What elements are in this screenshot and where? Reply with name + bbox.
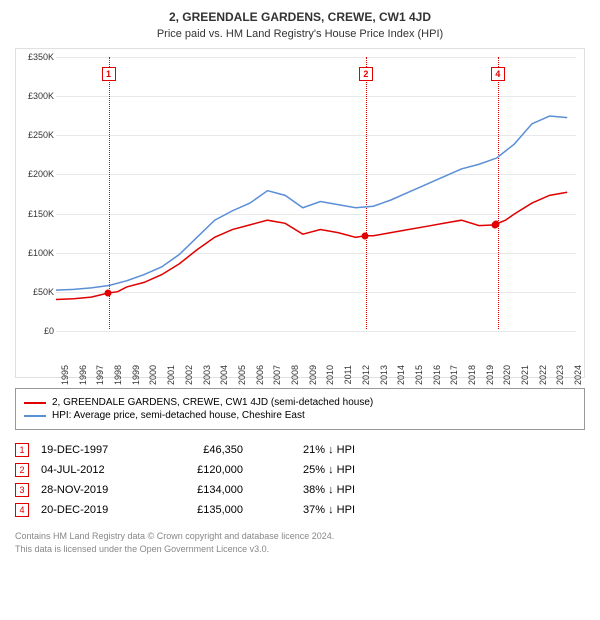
x-axis-label: 2005 (237, 365, 247, 411)
series-hpi (56, 116, 567, 290)
x-axis-label: 2012 (361, 365, 371, 411)
x-axis-label: 2020 (502, 365, 512, 411)
chart-title: 2, GREENDALE GARDENS, CREWE, CW1 4JD (15, 10, 585, 24)
sales-row: 1 19-DEC-1997 £46,350 21% ↓ HPI (15, 440, 585, 460)
gridline (56, 331, 576, 332)
x-axis-label: 2008 (290, 365, 300, 411)
sales-date: 28-NOV-2019 (41, 484, 141, 496)
legend-swatch (24, 402, 46, 404)
x-axis-label: 2001 (166, 365, 176, 411)
x-axis-label: 2022 (538, 365, 548, 411)
sale-dot (105, 289, 112, 296)
x-axis-label: 2013 (379, 365, 389, 411)
sales-table: 1 19-DEC-1997 £46,350 21% ↓ HPI 2 04-JUL-2012… (15, 440, 585, 520)
plot-region (56, 57, 576, 329)
x-axis-label: 2010 (325, 365, 335, 411)
footer: Contains HM Land Registry data © Crown c… (15, 530, 585, 555)
sales-price: £46,350 (153, 444, 243, 456)
y-axis-label: £350K (16, 52, 54, 62)
x-axis-label: 1997 (95, 365, 105, 411)
chart-area: £0£50K£100K£150K£200K£250K£300K£350K 124… (15, 48, 585, 378)
y-axis-label: £250K (16, 130, 54, 140)
x-axis-label: 1996 (78, 365, 88, 411)
x-axis-label: 2016 (432, 365, 442, 411)
x-axis-label: 1998 (113, 365, 123, 411)
sales-price: £135,000 (153, 504, 243, 516)
x-axis-label: 2002 (184, 365, 194, 411)
sales-pct: 38% ↓ HPI (255, 484, 355, 496)
footer-line1: Contains HM Land Registry data © Crown c… (15, 530, 585, 543)
x-axis-label: 1995 (60, 365, 70, 411)
legend-label: HPI: Average price, semi-detached house,… (52, 410, 305, 421)
y-axis-label: £150K (16, 209, 54, 219)
y-axis-label: £50K (16, 287, 54, 297)
sales-price: £134,000 (153, 484, 243, 496)
sales-date: 20-DEC-2019 (41, 504, 141, 516)
legend-swatch (24, 415, 46, 417)
sale-dot (493, 221, 500, 228)
y-axis-label: £100K (16, 248, 54, 258)
x-axis-label: 2017 (449, 365, 459, 411)
sales-marker: 1 (15, 443, 29, 457)
chart-subtitle: Price paid vs. HM Land Registry's House … (15, 28, 585, 40)
sales-pct: 37% ↓ HPI (255, 504, 355, 516)
y-axis-label: £200K (16, 169, 54, 179)
legend-item: HPI: Average price, semi-detached house,… (24, 410, 576, 421)
sales-marker: 3 (15, 483, 29, 497)
x-axis-label: 2004 (219, 365, 229, 411)
y-axis-label: £300K (16, 91, 54, 101)
x-axis-label: 2007 (272, 365, 282, 411)
x-axis-label: 2018 (467, 365, 477, 411)
x-axis-label: 2014 (396, 365, 406, 411)
sales-pct: 25% ↓ HPI (255, 464, 355, 476)
chart-container: 2, GREENDALE GARDENS, CREWE, CW1 4JD Pri… (0, 0, 600, 565)
sales-row: 4 20-DEC-2019 £135,000 37% ↓ HPI (15, 500, 585, 520)
x-axis-label: 2009 (308, 365, 318, 411)
sales-price: £120,000 (153, 464, 243, 476)
x-axis-label: 2023 (555, 365, 565, 411)
sales-row: 2 04-JUL-2012 £120,000 25% ↓ HPI (15, 460, 585, 480)
x-axis-label: 2024 (573, 365, 583, 411)
sales-marker: 2 (15, 463, 29, 477)
y-axis-label: £0 (16, 326, 54, 336)
x-axis-label: 1999 (131, 365, 141, 411)
sales-date: 04-JUL-2012 (41, 464, 141, 476)
x-axis-label: 2021 (520, 365, 530, 411)
x-axis-label: 2003 (202, 365, 212, 411)
sales-date: 19-DEC-1997 (41, 444, 141, 456)
sale-dot (361, 232, 368, 239)
x-axis-label: 2006 (255, 365, 265, 411)
x-axis-label: 2000 (148, 365, 158, 411)
x-axis-label: 2015 (414, 365, 424, 411)
series-property (56, 192, 567, 299)
sales-row: 3 28-NOV-2019 £134,000 38% ↓ HPI (15, 480, 585, 500)
sales-pct: 21% ↓ HPI (255, 444, 355, 456)
sales-marker: 4 (15, 503, 29, 517)
footer-line2: This data is licensed under the Open Gov… (15, 543, 585, 556)
x-axis-label: 2019 (485, 365, 495, 411)
x-axis-label: 2011 (343, 365, 353, 411)
